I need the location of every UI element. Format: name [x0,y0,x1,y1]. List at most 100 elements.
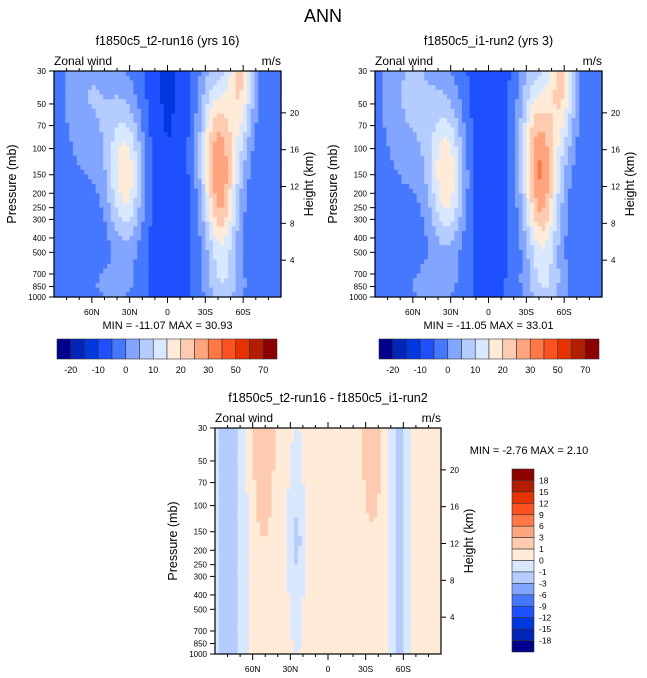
contour-cell [186,151,191,157]
contour-cell [503,221,509,227]
contour-cell [514,94,520,100]
contour-cell [156,99,161,105]
contour-cell [390,160,395,166]
contour-cell [583,94,588,100]
contour-cell [141,278,146,284]
contour-cell [541,122,546,129]
contour-cell [258,160,263,166]
contour-cell [469,198,474,204]
contour-cell [431,207,437,213]
contour-cell [435,80,440,86]
contour-cell [560,179,565,185]
contour-cell [533,207,539,213]
contour-cell [246,160,252,166]
contour-cell [265,245,271,251]
contour-cell [511,127,516,133]
contour-cell [182,268,188,275]
contour-cell [258,141,263,147]
contour-cell [446,226,452,232]
contour-cell [594,103,599,110]
contour-cell [141,136,146,143]
contour-cell [129,202,135,209]
contour-cell [473,118,478,124]
contour-cell [431,71,437,77]
contour-cell [197,71,203,77]
contour-cell [186,127,191,133]
contour-cell [118,122,123,129]
contour-cell [450,146,456,152]
contour-cell [503,165,509,171]
contour-cell [446,80,452,86]
contour-cell [190,254,195,260]
contour-cell [575,188,580,195]
contour-cell [522,193,527,199]
contour-cell [106,202,112,209]
contour-cell [152,113,157,119]
contour-cell [401,146,406,152]
contour-cell [250,184,256,190]
contour-cell [72,273,78,279]
contour-cell [80,221,85,227]
contour-cell [175,278,180,284]
contour-cell [473,160,478,166]
contour-cell [522,212,527,218]
contour-cell [171,71,176,77]
contour-cell [201,113,206,119]
contour-cell [427,122,433,129]
contour-cell [235,71,240,77]
contour-cell [594,221,599,227]
contour-cell [152,231,157,237]
contour-cell [231,259,237,265]
contour-cell [575,71,580,77]
contour-cell [76,198,82,204]
contour-cell [258,198,263,204]
contour-cell [243,169,248,176]
contour-cell [586,136,592,143]
contour-cell [205,141,210,147]
contour-cell [231,89,237,96]
contour-cell [409,184,414,190]
contour-cell [209,268,214,275]
contour-cell [193,75,199,82]
contour-cell [586,184,592,190]
contour-cell [262,198,267,204]
contour-cell [480,151,486,157]
contour-cell [416,193,421,199]
contour-cell [72,184,78,190]
contour-cell [522,198,527,204]
contour-cell [175,160,180,166]
contour-cell [193,292,199,298]
contour-cell [95,212,100,218]
contour-cell [526,198,531,204]
contour-cell [163,169,169,176]
contour-cell [401,212,406,218]
contour-cell [571,103,577,110]
contour-cell [231,282,237,289]
contour-cell [571,193,577,199]
contour-cell [427,184,433,190]
contour-cell [106,85,112,91]
contour-cell [190,174,195,180]
contour-cell [243,122,248,129]
contour-cell [91,193,97,199]
contour-cell [526,165,531,171]
contour-cell [375,85,380,91]
contour-cell [571,75,577,82]
contour-cell [269,85,275,91]
contour-cell [137,136,142,143]
contour-cell [122,240,127,246]
contour-cell [148,240,153,246]
contour-cell [458,184,463,190]
contour-cell [473,127,478,133]
contour-cell [65,118,70,124]
contour-cell [205,151,210,157]
contour-cell [197,118,203,124]
contour-cell [250,99,256,105]
contour-cell [133,71,138,77]
contour-cell [212,202,218,209]
contour-cell [69,287,74,293]
contour-cell [262,160,267,166]
contour-cell [122,127,127,133]
contour-cell [239,127,244,133]
contour-cell [435,122,440,129]
